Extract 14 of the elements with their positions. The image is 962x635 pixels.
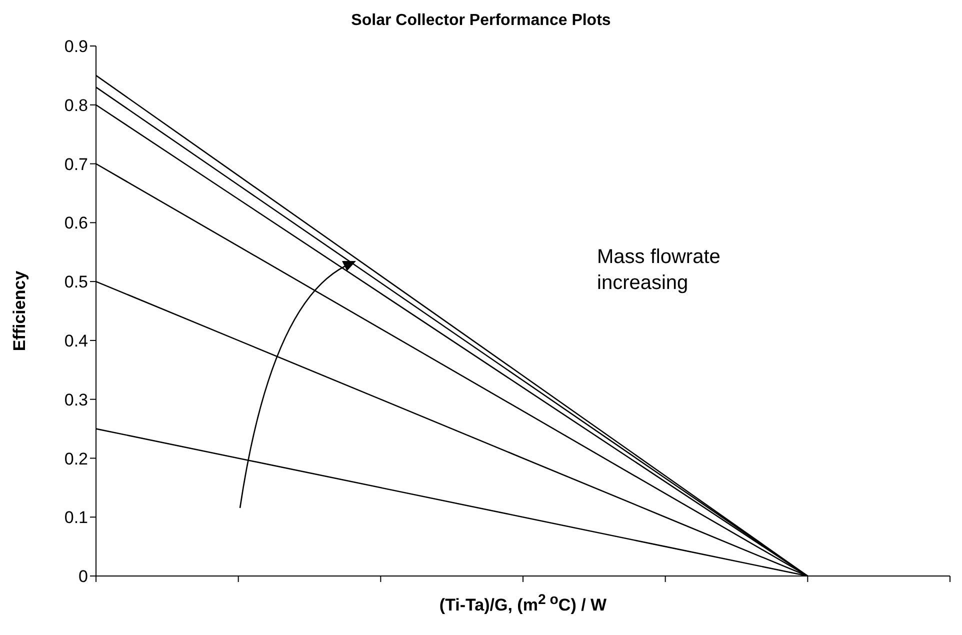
y-tick-label: 0.9 (64, 37, 88, 56)
y-tick-label: 0.8 (64, 96, 88, 115)
y-axis-title: Efficiency (10, 270, 30, 352)
y-tick-label: 0.6 (64, 214, 88, 233)
y-tick-label: 0.4 (64, 331, 88, 350)
chart-title: Solar Collector Performance Plots (350, 12, 612, 30)
y-tick-label: 0.2 (64, 449, 88, 468)
y-tick-label: 0.7 (64, 154, 88, 174)
annotation: Mass flowrate increasing (597, 245, 722, 296)
x-axis-title: (Ti-Ta)/G, (m$^{2}$ $^{o}$C) / W (438, 592, 608, 616)
y-tick-label: 0 (78, 567, 88, 586)
y-tick-label: 0.1 (64, 508, 88, 528)
y-tick-label: 0.5 (64, 272, 88, 292)
y-tick-label: 0.3 (64, 390, 88, 410)
